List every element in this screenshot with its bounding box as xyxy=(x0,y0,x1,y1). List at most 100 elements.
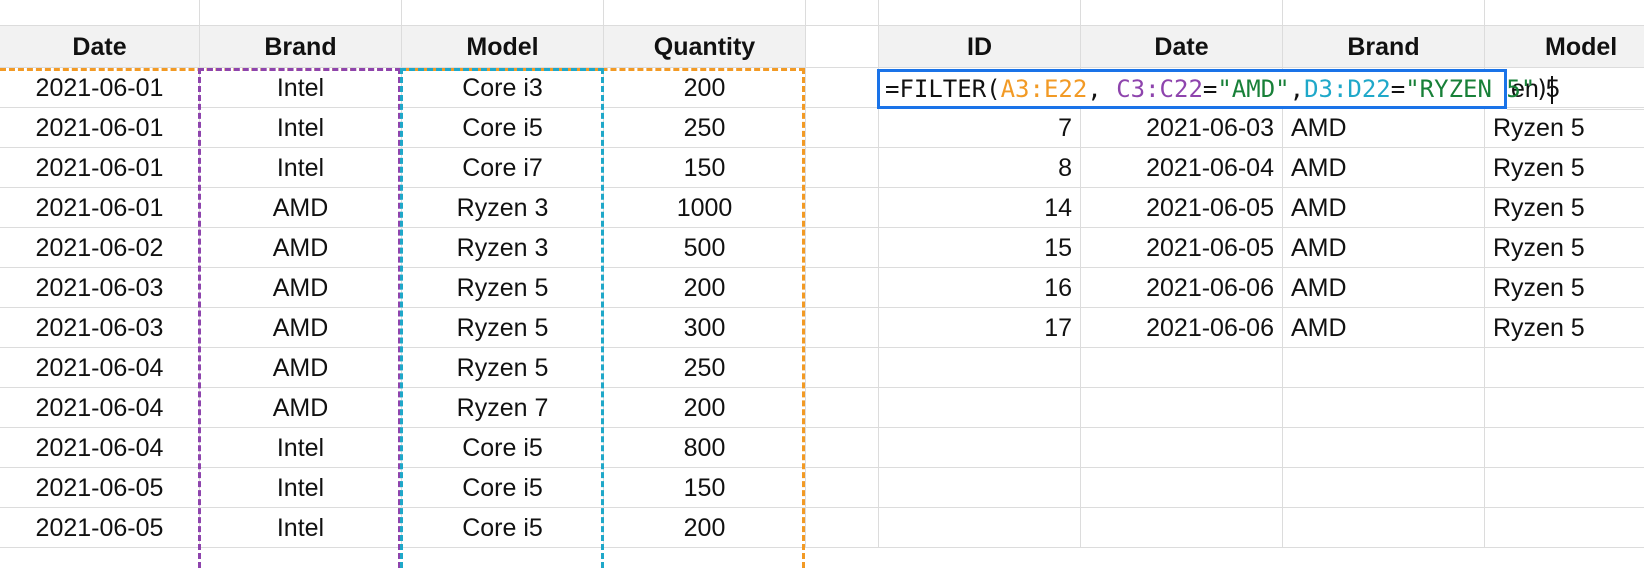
cell-empty[interactable] xyxy=(806,68,879,108)
cell-date[interactable] xyxy=(1081,388,1283,428)
header-model[interactable]: Model xyxy=(402,26,604,68)
cell-date[interactable]: 2021-06-05 xyxy=(1081,188,1283,228)
cell-brand[interactable]: AMD xyxy=(200,388,402,428)
cell-id[interactable]: 8 xyxy=(879,148,1081,188)
cell-brand[interactable]: AMD xyxy=(1283,188,1485,228)
cell-empty[interactable] xyxy=(200,0,402,26)
cell-empty[interactable] xyxy=(806,348,879,388)
cell-model[interactable]: Ryzen 5 xyxy=(1485,108,1644,148)
cell-date[interactable]: 2021-06-04 xyxy=(1081,148,1283,188)
cell-empty[interactable] xyxy=(806,308,879,348)
cell-date[interactable]: 2021-06-03 xyxy=(0,308,200,348)
cell-model[interactable]: Ryzen 5 xyxy=(402,268,604,308)
cell-empty[interactable] xyxy=(879,0,1081,26)
cell-brand[interactable]: Intel xyxy=(200,108,402,148)
cell-date[interactable] xyxy=(1081,508,1283,548)
cell-model[interactable] xyxy=(1485,508,1644,548)
cell-model[interactable]: Core i7 xyxy=(402,148,604,188)
cell-date[interactable]: 2021-06-06 xyxy=(1081,308,1283,348)
cell-brand[interactable]: AMD xyxy=(1283,148,1485,188)
cell-date[interactable]: 2021-06-04 xyxy=(0,348,200,388)
cell-id[interactable]: 7 xyxy=(879,108,1081,148)
cell-id[interactable] xyxy=(879,428,1081,468)
cell-model[interactable]: Ryzen 5 xyxy=(1485,268,1644,308)
cell-id[interactable]: 14 xyxy=(879,188,1081,228)
cell-brand[interactable] xyxy=(1283,348,1485,388)
cell-brand[interactable]: Intel xyxy=(200,68,402,108)
cell-quantity[interactable]: 500 xyxy=(604,228,806,268)
header-brand[interactable]: Brand xyxy=(1283,26,1485,68)
cell-brand[interactable] xyxy=(1283,508,1485,548)
header-date[interactable]: Date xyxy=(0,26,200,68)
cell-date[interactable]: 2021-06-01 xyxy=(0,148,200,188)
cell-empty[interactable] xyxy=(806,508,879,548)
cell-brand[interactable] xyxy=(1283,468,1485,508)
cell-brand[interactable]: AMD xyxy=(1283,308,1485,348)
cell-id[interactable] xyxy=(879,508,1081,548)
cell-id[interactable]: 16 xyxy=(879,268,1081,308)
cell-model[interactable]: Core i5 xyxy=(402,108,604,148)
cell-brand[interactable]: AMD xyxy=(200,268,402,308)
cell-quantity[interactable]: 250 xyxy=(604,108,806,148)
cell-date[interactable]: 2021-06-01 xyxy=(0,68,200,108)
cell-empty[interactable] xyxy=(806,148,879,188)
cell-model[interactable]: Ryzen 5 xyxy=(1485,188,1644,228)
cell-empty[interactable] xyxy=(806,228,879,268)
header-quantity[interactable]: Quantity xyxy=(604,26,806,68)
cell-quantity[interactable]: 800 xyxy=(604,428,806,468)
header-id[interactable]: ID xyxy=(879,26,1081,68)
cell-model[interactable]: Ryzen 3 xyxy=(402,188,604,228)
cell-brand[interactable]: Intel xyxy=(200,468,402,508)
cell-brand[interactable]: AMD xyxy=(1283,108,1485,148)
cell-model[interactable] xyxy=(1485,388,1644,428)
cell-brand[interactable]: AMD xyxy=(200,188,402,228)
cell-brand[interactable]: Intel xyxy=(200,148,402,188)
cell-empty[interactable] xyxy=(604,0,806,26)
cell-brand[interactable]: AMD xyxy=(1283,268,1485,308)
cell-model[interactable]: Core i3 xyxy=(402,68,604,108)
cell-empty[interactable] xyxy=(806,468,879,508)
cell-quantity[interactable]: 200 xyxy=(604,68,806,108)
cell-model[interactable] xyxy=(1485,68,1644,108)
cell-date[interactable]: 2021-06-03 xyxy=(1081,108,1283,148)
cell-date[interactable] xyxy=(1081,348,1283,388)
cell-empty[interactable] xyxy=(1081,0,1283,26)
cell-empty[interactable] xyxy=(806,388,879,428)
cell-id[interactable] xyxy=(879,468,1081,508)
cell-quantity[interactable]: 200 xyxy=(604,388,806,428)
cell-brand[interactable]: AMD xyxy=(1283,228,1485,268)
cell-brand[interactable]: AMD xyxy=(200,228,402,268)
header-brand[interactable]: Brand xyxy=(200,26,402,68)
formula-editor-cell[interactable]: =FILTER(A3:E22, C3:C22="AMD",D3:D22="RYZ… xyxy=(877,69,1553,109)
cell-model[interactable]: Core i5 xyxy=(402,468,604,508)
cell-empty[interactable] xyxy=(806,268,879,308)
cell-brand[interactable] xyxy=(1283,428,1485,468)
cell-model[interactable] xyxy=(1485,348,1644,388)
cell-brand[interactable]: Intel xyxy=(200,508,402,548)
cell-model[interactable]: Ryzen 3 xyxy=(402,228,604,268)
cell-brand[interactable]: AMD xyxy=(200,348,402,388)
cell-date[interactable]: 2021-06-04 xyxy=(0,388,200,428)
cell-id[interactable] xyxy=(879,348,1081,388)
cell-model[interactable]: Ryzen 7 xyxy=(402,388,604,428)
cell-empty[interactable] xyxy=(402,0,604,26)
cell-id[interactable]: 15 xyxy=(879,228,1081,268)
cell-empty[interactable] xyxy=(806,108,879,148)
cell-model[interactable]: Core i5 xyxy=(402,428,604,468)
cell-empty[interactable] xyxy=(1485,0,1644,26)
cell-brand[interactable]: Intel xyxy=(200,428,402,468)
cell-date[interactable]: 2021-06-01 xyxy=(0,108,200,148)
cell-date[interactable]: 2021-06-05 xyxy=(0,508,200,548)
cell-id[interactable] xyxy=(879,388,1081,428)
cell-date[interactable]: 2021-06-04 xyxy=(0,428,200,468)
cell-empty[interactable] xyxy=(806,0,879,26)
cell-brand[interactable] xyxy=(1283,388,1485,428)
cell-empty[interactable] xyxy=(806,428,879,468)
cell-quantity[interactable]: 150 xyxy=(604,468,806,508)
cell-id[interactable]: 17 xyxy=(879,308,1081,348)
cell-model[interactable]: Ryzen 5 xyxy=(402,348,604,388)
cell-date[interactable]: 2021-06-06 xyxy=(1081,268,1283,308)
cell-date[interactable]: 2021-06-05 xyxy=(0,468,200,508)
cell-model[interactable] xyxy=(1485,428,1644,468)
cell-empty[interactable] xyxy=(806,188,879,228)
